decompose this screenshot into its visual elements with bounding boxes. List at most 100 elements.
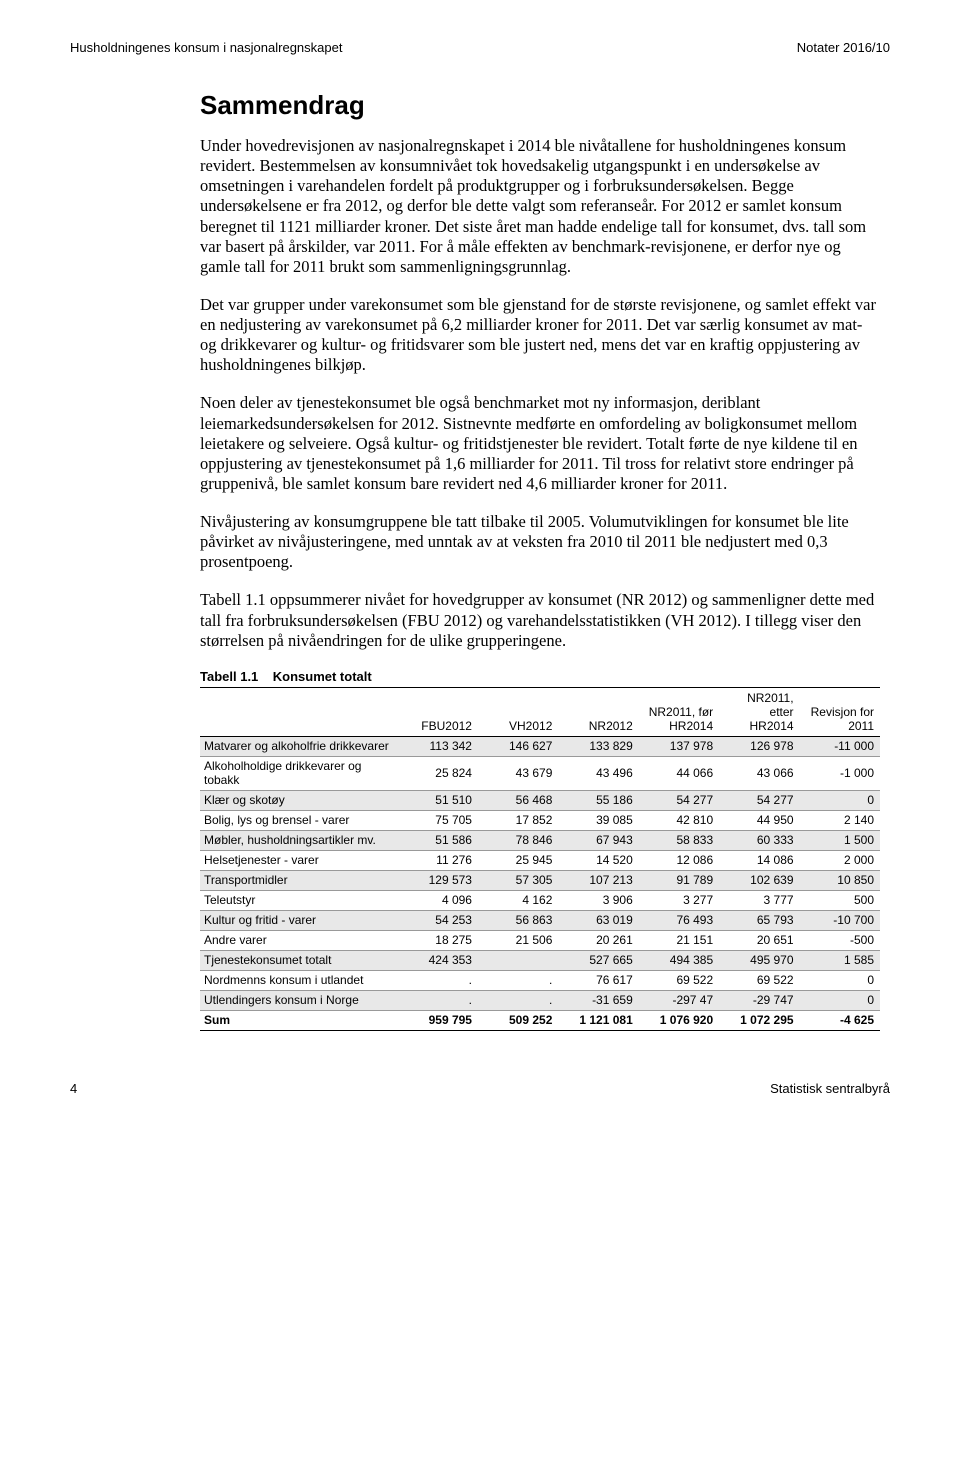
- table-cell-value: -11 000: [800, 736, 880, 756]
- table-cell-value: 55 186: [558, 790, 638, 810]
- table-cell-value: 133 829: [558, 736, 638, 756]
- table-cell-label: Matvarer og alkoholfrie drikkevarer: [200, 736, 398, 756]
- table-cell-value: 76 493: [639, 910, 719, 930]
- paragraph-3: Noen deler av tjenestekonsumet ble også …: [200, 393, 880, 494]
- table-row: Sum959 795509 2521 121 0811 076 9201 072…: [200, 1010, 880, 1030]
- page-header: Husholdningenes konsum i nasjonalregnska…: [70, 40, 890, 55]
- table-cell-value: 1 076 920: [639, 1010, 719, 1030]
- footer-publisher: Statistisk sentralbyrå: [770, 1081, 890, 1096]
- table-cell-value: .: [398, 990, 478, 1010]
- table-row: Transportmidler129 57357 305107 21391 78…: [200, 870, 880, 890]
- table-row: Kultur og fritid - varer54 25356 86363 0…: [200, 910, 880, 930]
- table-cell-value: 69 522: [719, 970, 799, 990]
- table-cell-value: -29 747: [719, 990, 799, 1010]
- table-cell-value: 2 140: [800, 810, 880, 830]
- table-cell-value: 63 019: [558, 910, 638, 930]
- document-page: Husholdningenes konsum i nasjonalregnska…: [0, 0, 960, 1126]
- table-cell-value: -31 659: [558, 990, 638, 1010]
- table-cell-value: 54 253: [398, 910, 478, 930]
- table-cell-value: 0: [800, 790, 880, 810]
- table-header-cell: NR2012: [558, 687, 638, 736]
- table-cell-value: 509 252: [478, 1010, 558, 1030]
- table-caption: Tabell 1.1 Konsumet totalt: [200, 669, 880, 684]
- table-cell-value: 1 585: [800, 950, 880, 970]
- table-caption-title: Konsumet totalt: [273, 669, 372, 684]
- table-cell-value: 51 586: [398, 830, 478, 850]
- table-cell-value: 21 151: [639, 930, 719, 950]
- table-cell-value: .: [478, 970, 558, 990]
- content-area: Sammendrag Under hovedrevisjonen av nasj…: [200, 90, 880, 1031]
- table-cell-label: Nordmenns konsum i utlandet: [200, 970, 398, 990]
- paragraph-5: Tabell 1.1 oppsummerer nivået for hovedg…: [200, 590, 880, 650]
- table-cell-label: Andre varer: [200, 930, 398, 950]
- table-cell-value: 11 276: [398, 850, 478, 870]
- table-cell-label: Teleutstyr: [200, 890, 398, 910]
- table-cell-value: 75 705: [398, 810, 478, 830]
- table-cell-value: 3 277: [639, 890, 719, 910]
- table-cell-value: 3 906: [558, 890, 638, 910]
- table-cell-label: Kultur og fritid - varer: [200, 910, 398, 930]
- table-cell-value: 17 852: [478, 810, 558, 830]
- table-cell-label: Transportmidler: [200, 870, 398, 890]
- table-cell-label: Alkoholholdige drikkevarer og tobakk: [200, 756, 398, 790]
- table-row: Alkoholholdige drikkevarer og tobakk25 8…: [200, 756, 880, 790]
- table-cell-value: 4 096: [398, 890, 478, 910]
- table-cell-label: Møbler, husholdningsartikler mv.: [200, 830, 398, 850]
- table-row: Bolig, lys og brensel - varer75 70517 85…: [200, 810, 880, 830]
- table-cell-value: 494 385: [639, 950, 719, 970]
- paragraph-2: Det var grupper under varekonsumet som b…: [200, 295, 880, 376]
- table-cell-value: .: [398, 970, 478, 990]
- table-cell-value: 54 277: [639, 790, 719, 810]
- header-left-text: Husholdningenes konsum i nasjonalregnska…: [70, 40, 342, 55]
- table-row: Møbler, husholdningsartikler mv.51 58678…: [200, 830, 880, 850]
- table-header-cell: FBU2012: [398, 687, 478, 736]
- table-cell-value: 65 793: [719, 910, 799, 930]
- table-cell-value: 12 086: [639, 850, 719, 870]
- table-cell-value: .: [478, 990, 558, 1010]
- table-row: Helsetjenester - varer11 27625 94514 520…: [200, 850, 880, 870]
- table-cell-value: 42 810: [639, 810, 719, 830]
- table-cell-value: 1 500: [800, 830, 880, 850]
- table-cell-value: 113 342: [398, 736, 478, 756]
- table-cell-value: 78 846: [478, 830, 558, 850]
- table-row: Matvarer og alkoholfrie drikkevarer113 3…: [200, 736, 880, 756]
- table-cell-value: 54 277: [719, 790, 799, 810]
- table-cell-value: 14 086: [719, 850, 799, 870]
- table-row: Andre varer18 27521 50620 26121 15120 65…: [200, 930, 880, 950]
- page-title: Sammendrag: [200, 90, 880, 121]
- table-header-cell: VH2012: [478, 687, 558, 736]
- table-cell-value: 67 943: [558, 830, 638, 850]
- table-cell-label: Tjenestekonsumet totalt: [200, 950, 398, 970]
- table-cell-label: Sum: [200, 1010, 398, 1030]
- table-cell-value: 424 353: [398, 950, 478, 970]
- table-cell-value: 44 066: [639, 756, 719, 790]
- table-cell-value: 44 950: [719, 810, 799, 830]
- table-cell-value: 527 665: [558, 950, 638, 970]
- footer-page-number: 4: [70, 1081, 77, 1096]
- table-cell-value: 58 833: [639, 830, 719, 850]
- table-cell-value: 18 275: [398, 930, 478, 950]
- table-row: Tjenestekonsumet totalt424 353 527 665494…: [200, 950, 880, 970]
- table-row: Klær og skotøy51 51056 46855 18654 27754…: [200, 790, 880, 810]
- table-cell-value: 495 970: [719, 950, 799, 970]
- table-cell-value: 69 522: [639, 970, 719, 990]
- table-cell-value: 51 510: [398, 790, 478, 810]
- table-cell-value: 146 627: [478, 736, 558, 756]
- table-body: Matvarer og alkoholfrie drikkevarer113 3…: [200, 736, 880, 1030]
- header-right-text: Notater 2016/10: [797, 40, 890, 55]
- paragraph-4: Nivåjustering av konsumgruppene ble tatt…: [200, 512, 880, 572]
- table-cell-value: 4 162: [478, 890, 558, 910]
- table-header-cell: NR2011, etter HR2014: [719, 687, 799, 736]
- table-cell-value: 0: [800, 970, 880, 990]
- table-row: Teleutstyr4 0964 1623 9063 2773 777500: [200, 890, 880, 910]
- table-cell-value: 43 496: [558, 756, 638, 790]
- table-cell-value: 20 651: [719, 930, 799, 950]
- table-cell-value: 76 617: [558, 970, 638, 990]
- table-cell-value: 137 978: [639, 736, 719, 756]
- table-cell-value: 3 777: [719, 890, 799, 910]
- table-cell-value: 21 506: [478, 930, 558, 950]
- data-table: FBU2012 VH2012 NR2012 NR2011, før HR2014…: [200, 687, 880, 1031]
- table-cell-value: -4 625: [800, 1010, 880, 1030]
- table-cell-value: 129 573: [398, 870, 478, 890]
- table-cell-value: 57 305: [478, 870, 558, 890]
